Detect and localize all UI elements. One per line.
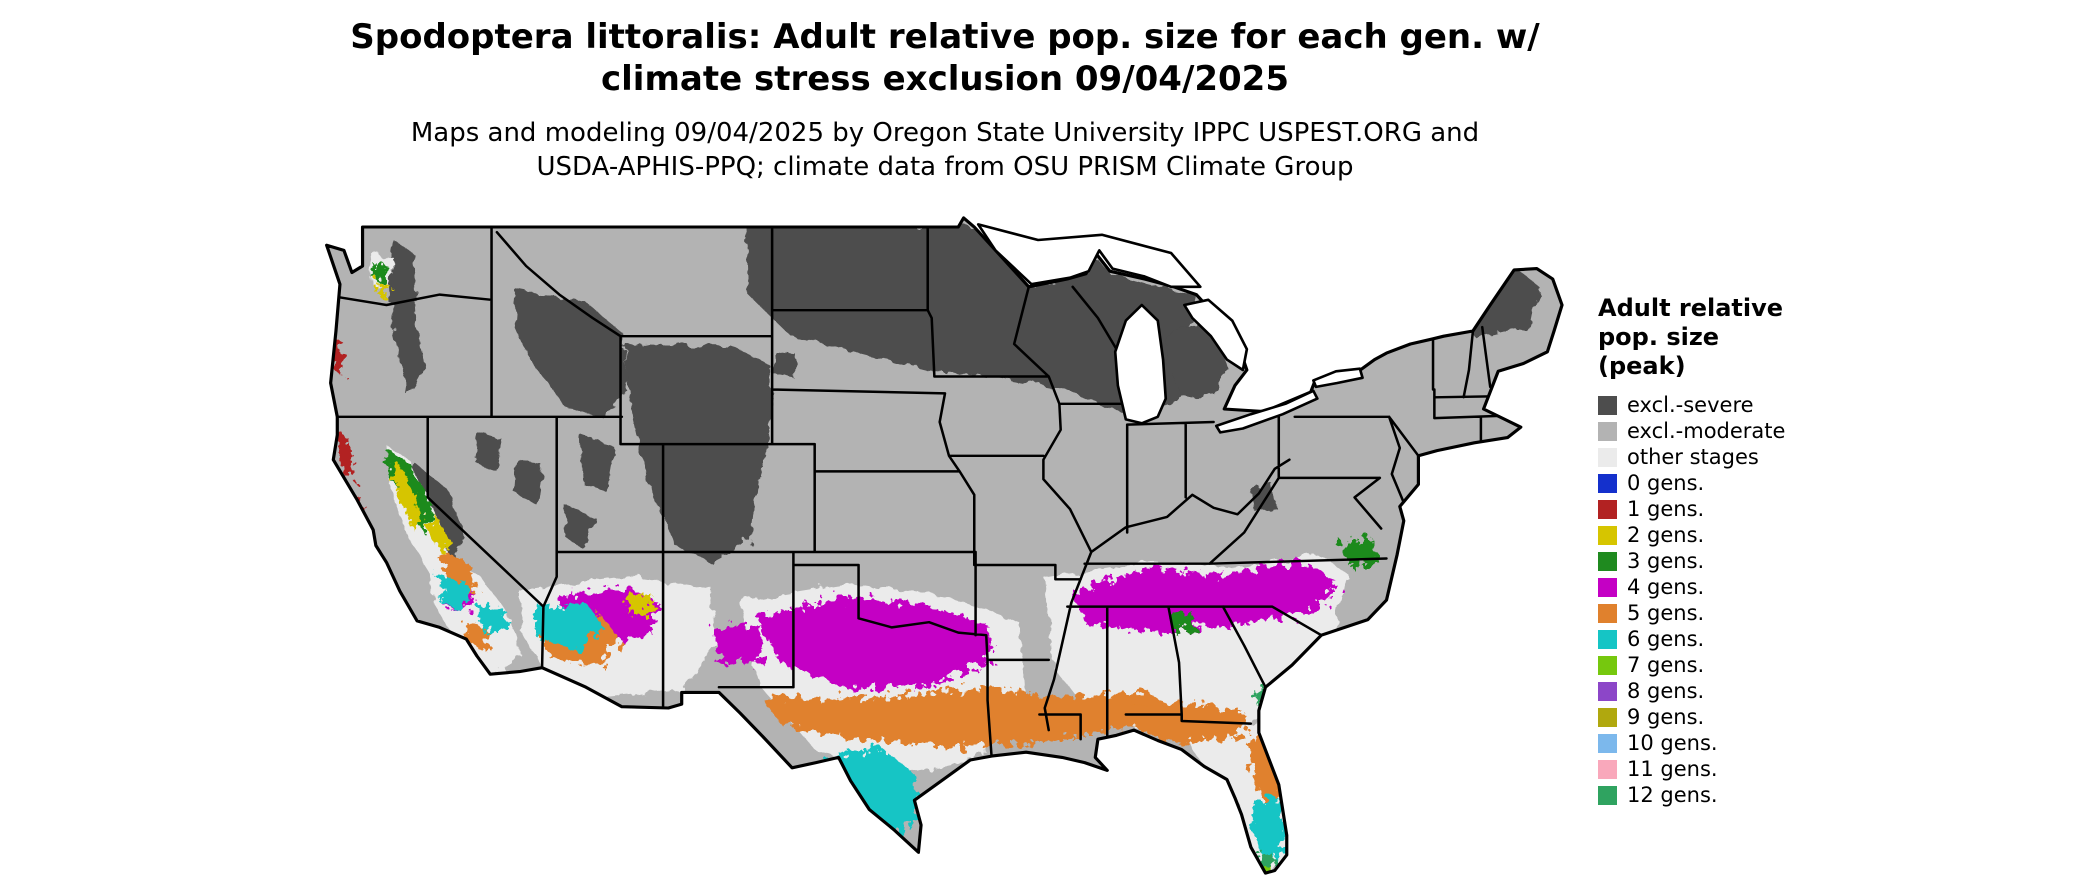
legend-swatch: [1598, 629, 1617, 649]
legend-label: excl.-severe: [1627, 393, 1754, 417]
us-map: [325, 216, 1564, 875]
map-subtitle-line1: Maps and modeling 09/04/2025 by Oregon S…: [410, 118, 1480, 148]
legend-label: 3 gens.: [1627, 549, 1705, 573]
legend-title-line2: pop. size: [1598, 323, 1720, 351]
map-title-line1: Spodoptera littoralis: Adult relative po…: [350, 17, 1540, 57]
legend-label: 6 gens.: [1627, 627, 1705, 651]
lake-superior: [976, 223, 1202, 289]
legend-label: 2 gens.: [1627, 523, 1705, 547]
legend-label: 4 gens.: [1627, 575, 1705, 599]
legend-item: 4 gens.: [1598, 574, 1918, 600]
legend-swatch: [1598, 603, 1617, 623]
legend-swatch: [1598, 707, 1617, 727]
legend-title-line3: (peak): [1598, 352, 1686, 380]
great-lakes: [976, 223, 1364, 434]
legend-swatch: [1598, 733, 1617, 753]
legend-swatch: [1598, 421, 1617, 441]
legend-item: 9 gens.: [1598, 704, 1918, 730]
lake-erie: [1214, 389, 1319, 434]
title-block: Spodoptera littoralis: Adult relative po…: [280, 16, 1610, 184]
legend-item: 3 gens.: [1598, 548, 1918, 574]
legend-swatch: [1598, 395, 1617, 415]
legend-item: 6 gens.: [1598, 626, 1918, 652]
legend-item: 2 gens.: [1598, 522, 1918, 548]
legend-label: 12 gens.: [1627, 783, 1718, 807]
us-map-container: [320, 214, 1570, 890]
legend-item: 8 gens.: [1598, 678, 1918, 704]
legend-item: excl.-severe: [1598, 392, 1918, 418]
map-title-line2: climate stress exclusion 09/04/2025: [600, 59, 1289, 99]
legend-item: 0 gens.: [1598, 470, 1918, 496]
legend-swatch: [1598, 473, 1617, 493]
legend-swatch: [1598, 499, 1617, 519]
map-legend: Adult relative pop. size (peak) excl.-se…: [1598, 294, 1918, 808]
legend-item: 7 gens.: [1598, 652, 1918, 678]
legend-swatch: [1598, 759, 1617, 779]
legend-items: excl.-severe excl.-moderate other stages…: [1598, 392, 1918, 808]
legend-swatch: [1598, 551, 1617, 571]
legend-item: 10 gens.: [1598, 730, 1918, 756]
state-borders: [336, 225, 1515, 758]
legend-swatch: [1598, 447, 1617, 467]
legend-label: 0 gens.: [1627, 471, 1705, 495]
legend-label: 1 gens.: [1627, 497, 1705, 521]
legend-item: 11 gens.: [1598, 756, 1918, 782]
region-6-gens: [439, 575, 1287, 867]
legend-label: other stages: [1627, 445, 1759, 469]
legend-label: 7 gens.: [1627, 653, 1705, 677]
legend-label: 8 gens.: [1627, 679, 1705, 703]
legend-label: 11 gens.: [1627, 757, 1718, 781]
legend-swatch: [1598, 681, 1617, 701]
legend-item: excl.-moderate: [1598, 418, 1918, 444]
lake-michigan: [1113, 303, 1168, 425]
lake-ontario: [1312, 367, 1364, 389]
legend-item: other stages: [1598, 444, 1918, 470]
legend-label: 5 gens.: [1627, 601, 1705, 625]
legend-label: 10 gens.: [1627, 731, 1718, 755]
legend-swatch: [1598, 525, 1617, 545]
legend-item: 1 gens.: [1598, 496, 1918, 522]
region-2-gens: [377, 281, 654, 616]
subtitle-block: Maps and modeling 09/04/2025 by Oregon S…: [280, 116, 1610, 184]
legend-item: 5 gens.: [1598, 600, 1918, 626]
map-subtitle-line2: USDA-APHIS-PPQ; climate data from OSU PR…: [536, 152, 1354, 182]
legend-label: 9 gens.: [1627, 705, 1705, 729]
map-regions: [331, 225, 1539, 874]
legend-swatch: [1598, 577, 1617, 597]
legend-swatch: [1598, 655, 1617, 675]
legend-label: excl.-moderate: [1627, 419, 1786, 443]
legend-swatch: [1598, 785, 1617, 805]
legend-title-line1: Adult relative: [1598, 294, 1784, 322]
lake-huron: [1183, 298, 1249, 372]
legend-item: 12 gens.: [1598, 782, 1918, 808]
